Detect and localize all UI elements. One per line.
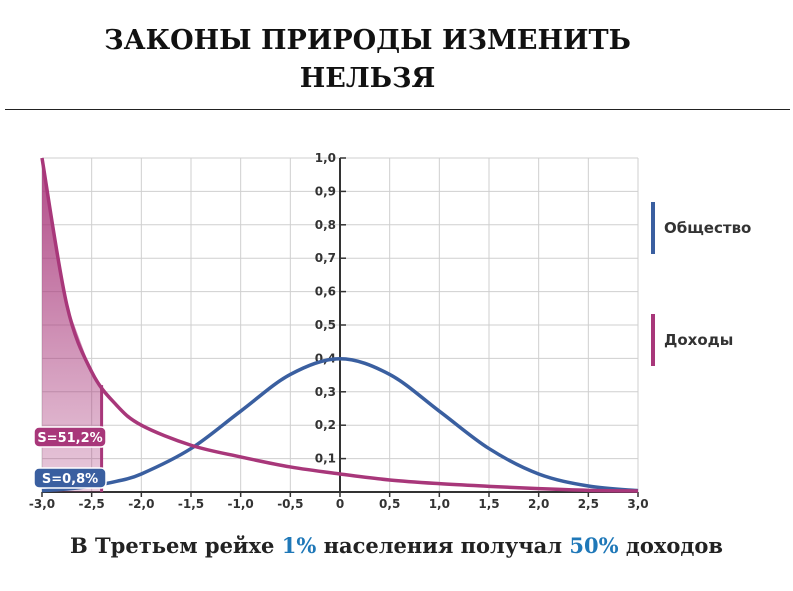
caption: В Третьем рейхе 1% населения получал 50%… (0, 533, 793, 558)
x-tick-label: -2,0 (128, 497, 154, 511)
divider (5, 109, 790, 110)
legend-swatch (651, 314, 655, 366)
x-tick-label: -2,5 (79, 497, 105, 511)
y-tick-label: 0,9 (315, 184, 336, 198)
caption-part: В Третьем рейхе (69, 533, 282, 558)
y-tick-label: 0,2 (315, 418, 336, 432)
title-line: НЕЛЬЗЯ (299, 63, 436, 94)
legend-swatch (651, 202, 655, 254)
x-tick-label: 2,5 (578, 497, 599, 511)
annotation: S=0,8% (42, 472, 98, 487)
y-tick-label: 0,3 (315, 385, 336, 399)
chart-title: ЗАКОНЫ ПРИРОДЫ ИЗМЕНИТЬ НЕЛЬЗЯ (0, 22, 735, 98)
y-tick-label: 0,8 (315, 218, 336, 232)
annotation-box (33, 467, 107, 489)
annotation-box (33, 426, 107, 448)
x-tick-label: 2,0 (528, 497, 549, 511)
title-line: ЗАКОНЫ ПРИРОДЫ ИЗМЕНИТЬ (104, 25, 631, 56)
x-tick-label: -1,5 (178, 497, 204, 511)
x-tick-label: -1,0 (228, 497, 254, 511)
x-tick-label: -3,0 (29, 497, 55, 511)
x-tick-label: 3,0 (627, 497, 648, 511)
caption-part: 50% (569, 533, 619, 558)
x-tick-label: 1,0 (429, 497, 450, 511)
x-tick-label: 1,5 (478, 497, 499, 511)
legend-label: Доходы (664, 331, 733, 349)
y-tick-label: 0,6 (315, 285, 336, 299)
legend-label: Общество (664, 219, 751, 237)
caption-part: населения получал (316, 533, 570, 558)
x-tick-label: -0,5 (277, 497, 303, 511)
y-tick-label: 0,5 (315, 318, 336, 332)
y-tick-label: 0,7 (315, 251, 336, 265)
caption-part: доходов (618, 533, 724, 558)
annotation: S=51,2% (37, 431, 102, 446)
series-line (40, 157, 639, 493)
y-tick-label: 1,0 (315, 151, 336, 165)
x-tick-label: 0,5 (379, 497, 400, 511)
y-tick-label: 0,1 (315, 452, 336, 466)
x-tick-label: 0 (336, 497, 344, 511)
caption-part: 1% (281, 533, 317, 558)
